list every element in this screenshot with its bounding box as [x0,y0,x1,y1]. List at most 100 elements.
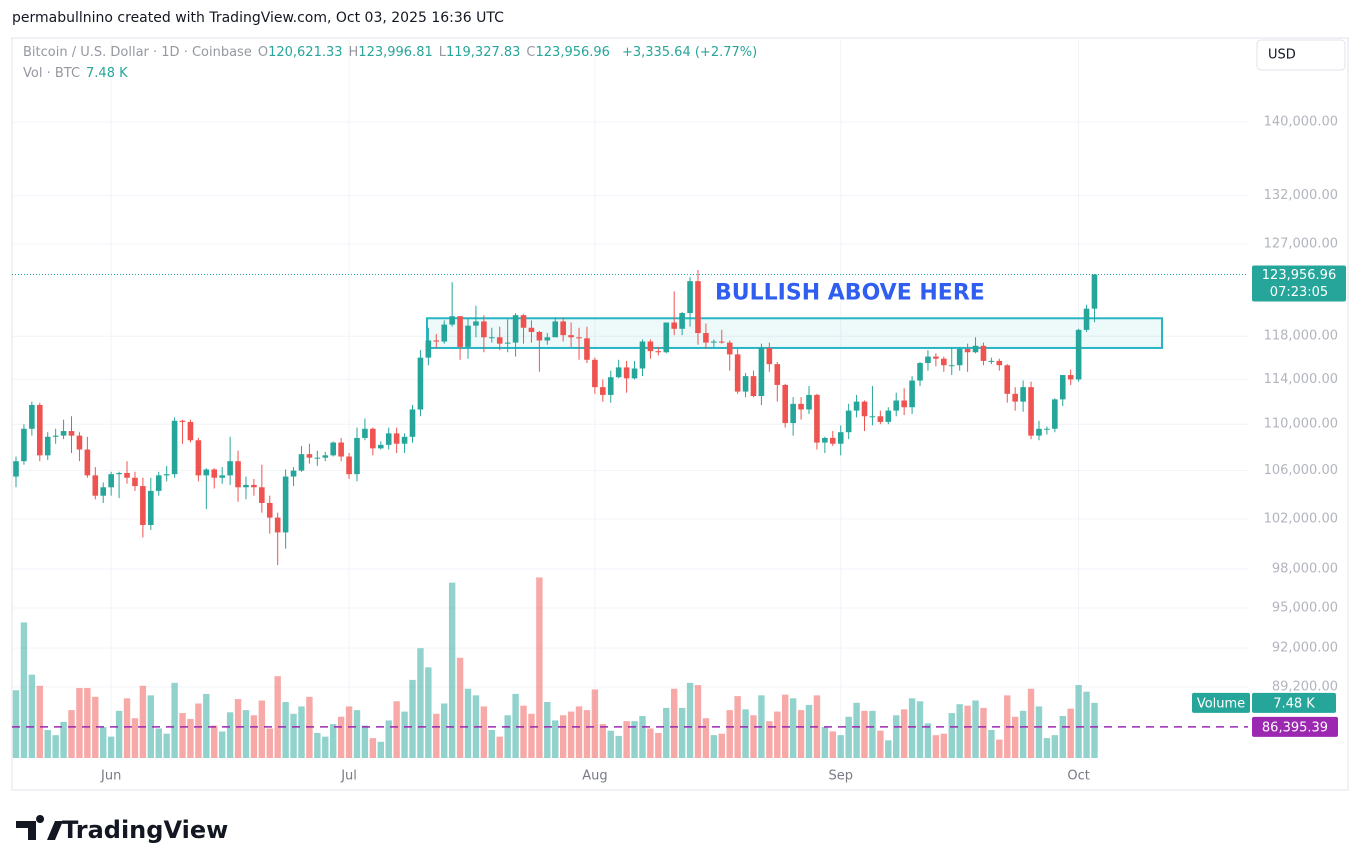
candle-body [1036,428,1042,436]
candle-body [449,316,455,325]
volume-bar [663,707,670,758]
candle-body [1059,375,1066,400]
volume-bar [670,688,678,758]
y-tick-label: 127,000.00 [1264,237,1338,252]
candle-body [877,416,884,422]
volume-name-tag [1192,692,1250,713]
candle-body [869,416,876,418]
volume-bar [908,698,916,758]
volume-bar [52,735,59,758]
candle-body [132,477,138,487]
volume-bar [28,674,36,758]
logo-icon [16,815,63,840]
volume-bar [885,740,892,758]
candle-body [901,400,907,408]
volume-bar [393,701,400,758]
volume-bar [932,735,940,758]
volume-bar [821,727,829,758]
volume-bar [520,705,527,758]
volume-bar [893,715,900,758]
candle-body [100,487,107,496]
candle-body [520,315,527,328]
volume-bar [1075,685,1082,758]
volume-value-tag [1252,692,1336,713]
candle-body [996,360,1003,366]
volume-bar [464,688,472,758]
candle-body [401,436,408,444]
candle-body [592,359,598,388]
volume-bar [575,706,583,758]
candle-body [687,281,693,314]
candle-body [734,354,741,392]
volume-bar [377,741,384,758]
volume-bar [298,706,305,758]
volume-legend-name: Vol · BTC [23,66,81,81]
y-tick-label: 92,000.00 [1272,641,1338,656]
candle-body [29,404,35,429]
candle-body [489,337,495,339]
candle-body [766,347,773,365]
brand: TradingView [62,816,228,844]
volume-bar [559,715,567,758]
candle-body [671,322,677,329]
volume-bar [567,711,575,758]
volume-bar [1043,738,1051,758]
candle-body [314,457,321,459]
volume-bar [211,725,218,758]
volume-bar [599,724,607,758]
candle-body [441,324,448,342]
y-tick-label: 106,000.00 [1264,463,1338,478]
candle-body [941,358,947,366]
candle-body [457,316,463,347]
byline: permabullnino created with TradingView.c… [12,10,504,26]
candle-body [631,368,638,379]
candle-body [219,475,225,478]
y-tick-label: 89,200.00 [1272,679,1338,694]
volume-bar [710,735,718,758]
volume-bar [623,721,630,758]
candle-body [600,387,606,395]
volume-bar [924,723,932,758]
volume-bar [1091,702,1098,758]
volume-bar [274,676,281,758]
volume-bar [131,718,139,758]
ohlc-values: O120,621.33 H123,996.81 L119,327.83 C123,95… [258,45,616,60]
volume-bar [900,709,908,758]
volume-bar [742,709,749,758]
volume-bar [940,733,948,758]
candle-body [187,421,194,441]
candle-body [155,475,162,491]
ohlc-key: O [257,45,269,60]
volume-bar [480,706,488,758]
volume-bar [171,682,178,758]
volume-bar [639,716,646,758]
y-tick-label: 132,000.00 [1264,188,1338,203]
candle-body [829,437,836,444]
last-price-tag [1252,265,1346,302]
volume-bar [441,703,448,758]
candle-body [203,469,210,476]
volume-bar [528,713,535,758]
volume-bar [425,667,432,758]
volume-bar [203,693,210,758]
candle-body [44,436,51,456]
candle-body [853,401,860,411]
volume-bar [678,707,686,758]
volume-bar [147,695,155,758]
volume-bar [100,727,107,758]
candle-body [615,367,622,378]
candle-body [338,442,344,457]
volume-bar [401,711,408,758]
candle-body [893,400,900,411]
candle-body [163,474,170,476]
candle-body [933,356,939,359]
volume-bar [504,715,511,758]
volume-bar [76,688,83,758]
ohlc-key: C [526,45,536,60]
candle-body [790,403,796,424]
volume-bar [226,712,234,758]
volume-bar [179,713,186,758]
candle-body [806,394,812,410]
y-tick-label: 140,000.00 [1264,114,1338,129]
